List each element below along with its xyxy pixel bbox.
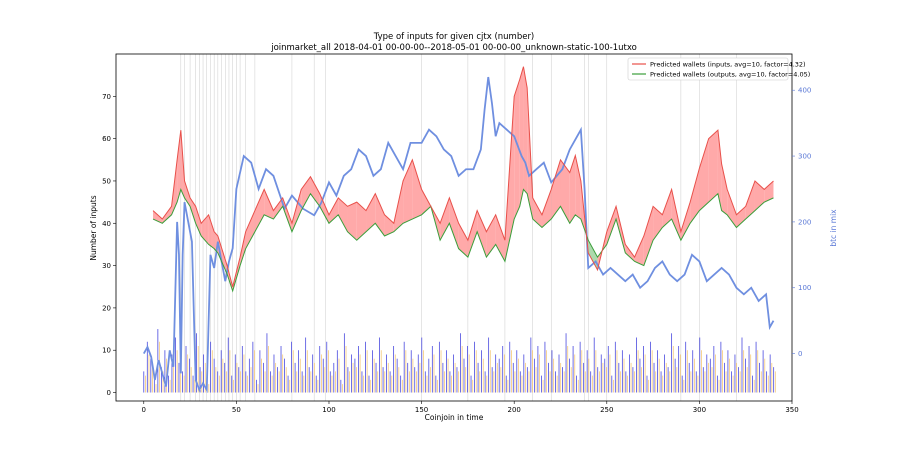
fill-inputs-above [162, 206, 172, 224]
fill-inputs-above [477, 210, 487, 258]
fill-inputs-above [560, 159, 570, 224]
fill-inputs-above [412, 159, 422, 220]
fill-inputs-above [217, 235, 228, 275]
fill-inputs-above [764, 180, 774, 203]
fill-inputs-above [721, 164, 728, 215]
y-tick-label: 10 [102, 347, 111, 355]
btc-in-mix-line [142, 76, 775, 394]
x-tick-label: 250 [600, 406, 613, 414]
fill-inputs-above [717, 130, 722, 211]
fill-inputs-above [375, 193, 385, 236]
fill-inputs-above [449, 197, 459, 249]
inputs-line [152, 66, 774, 287]
fill-inputs-above [699, 138, 709, 211]
fill-inputs-above [690, 168, 700, 224]
y2-tick-label: 100 [798, 284, 811, 292]
x-tick-label: 350 [785, 406, 798, 414]
fill-inputs-above [736, 206, 746, 228]
fill-inputs-above [366, 193, 376, 232]
line-series [142, 66, 775, 394]
legend-label-outputs: Predicted wallets (outputs, avg=10, fact… [650, 71, 810, 79]
fill-inputs-above [208, 214, 215, 249]
x-tick-label: 100 [322, 406, 335, 414]
x-tick-label: 0 [142, 406, 146, 414]
fill-inputs-above [347, 202, 357, 241]
fill-inputs-above [708, 130, 718, 203]
legend-box [627, 57, 789, 81]
fill-inputs-above [201, 214, 209, 245]
fill-inputs-above [245, 210, 255, 249]
legend-label-inputs: Predicted wallets (inputs, avg=10, facto… [650, 61, 806, 69]
y-tick-label: 40 [102, 220, 111, 228]
y-axis-ticks: 0 10 20 30 40 50 60 70 [102, 93, 116, 397]
fill-inputs-above [653, 206, 663, 241]
y-tick-label: 60 [102, 135, 111, 143]
fill-inputs-above [625, 244, 635, 262]
x-tick-label: 200 [508, 406, 521, 414]
y2-tick-label: 0 [798, 350, 802, 358]
fill-inputs-above [541, 189, 552, 228]
fill-inputs-above [551, 159, 561, 220]
fill-inputs-above [634, 235, 644, 266]
fill-inputs-above [532, 197, 542, 228]
x-tick-label: 50 [232, 406, 241, 414]
fill-inputs-above [264, 189, 274, 220]
difference-fill [153, 66, 774, 291]
fill-inputs-above [486, 214, 496, 258]
fill-inputs-above [273, 197, 283, 220]
fill-inputs-above [606, 206, 617, 245]
y2-tick-label: 400 [798, 87, 811, 95]
fill-inputs-above [575, 155, 581, 220]
fill-inputs-above [177, 130, 181, 203]
outputs-line [152, 187, 774, 293]
fill-inputs-above [338, 197, 348, 232]
x-axis-label: Coinjoin in time [425, 413, 484, 422]
fill-inputs-above [643, 206, 654, 266]
fill-inputs-above [754, 180, 765, 211]
fill-inputs-above [569, 155, 576, 224]
legend: Predicted wallets (inputs, avg=10, facto… [627, 57, 810, 81]
y-tick-label: 50 [102, 177, 111, 185]
fill-inputs-above [301, 176, 311, 211]
y-tick-label: 0 [107, 389, 111, 397]
fill-inputs-above [440, 197, 450, 241]
fill-inputs-above [458, 223, 468, 258]
y-tick-label: 30 [102, 262, 111, 270]
fill-inputs-above [745, 180, 755, 220]
fill-inputs-above [519, 66, 524, 207]
fill-inputs-above [328, 197, 339, 224]
fill-inputs-above [403, 159, 413, 224]
fill-inputs-above [254, 189, 265, 232]
fill-inputs-above [495, 214, 505, 262]
fill-inputs-above [680, 202, 691, 241]
fill-inputs-above [384, 214, 394, 236]
y-tick-label: 20 [102, 304, 111, 312]
fill-inputs-above [467, 210, 478, 258]
fill-inputs-above [310, 176, 320, 207]
y2-axis-ticks: 0 100 200 300 400 [792, 87, 811, 358]
fill-inputs-above [514, 79, 520, 220]
x-tick-label: 150 [415, 406, 428, 414]
bar-series [143, 329, 776, 393]
fill-inputs-above [662, 189, 672, 228]
y2-tick-label: 200 [798, 218, 811, 226]
chart-subtitle: joinmarket_all 2018-04-01 00-00-00--2018… [270, 43, 637, 53]
y-axis-label: Number of inputs [89, 195, 98, 260]
fill-inputs-above [195, 206, 202, 236]
plot-frame [115, 53, 793, 402]
x-axis-ticks: 0 50 100 150 200 250 300 350 [142, 401, 799, 414]
fill-inputs-above [356, 202, 367, 241]
fill-inputs-above [291, 189, 302, 232]
y2-axis-label: btc in mix [829, 209, 838, 247]
y-tick-label: 70 [102, 93, 111, 101]
x-tick-label: 300 [693, 406, 706, 414]
chart-title: Type of inputs for given cjtx (number) [373, 32, 535, 42]
y2-tick-label: 300 [798, 153, 811, 161]
